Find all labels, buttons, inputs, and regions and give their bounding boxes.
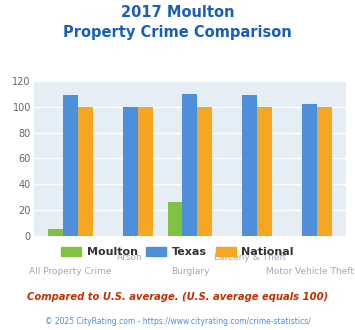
Legend: Moulton, Texas, National: Moulton, Texas, National <box>56 242 299 262</box>
Bar <box>63 95 78 236</box>
Text: Burglary: Burglary <box>171 267 209 276</box>
Bar <box>317 107 332 236</box>
Bar <box>78 107 93 236</box>
Text: All Property Crime: All Property Crime <box>29 267 111 276</box>
Bar <box>257 107 272 236</box>
Bar <box>123 107 138 236</box>
Bar <box>242 95 257 236</box>
Bar <box>138 107 153 236</box>
Bar <box>197 107 212 236</box>
Bar <box>302 104 317 236</box>
Text: Motor Vehicle Theft: Motor Vehicle Theft <box>266 267 354 276</box>
Bar <box>168 202 182 236</box>
Bar <box>48 229 63 236</box>
Text: Compared to U.S. average. (U.S. average equals 100): Compared to U.S. average. (U.S. average … <box>27 292 328 302</box>
Bar <box>182 94 197 236</box>
Text: Property Crime Comparison: Property Crime Comparison <box>63 25 292 40</box>
Text: Larceny & Theft: Larceny & Theft <box>214 253 286 262</box>
Text: Arson: Arson <box>117 253 143 262</box>
Text: 2017 Moulton: 2017 Moulton <box>121 5 234 20</box>
Text: © 2025 CityRating.com - https://www.cityrating.com/crime-statistics/: © 2025 CityRating.com - https://www.city… <box>45 317 310 326</box>
